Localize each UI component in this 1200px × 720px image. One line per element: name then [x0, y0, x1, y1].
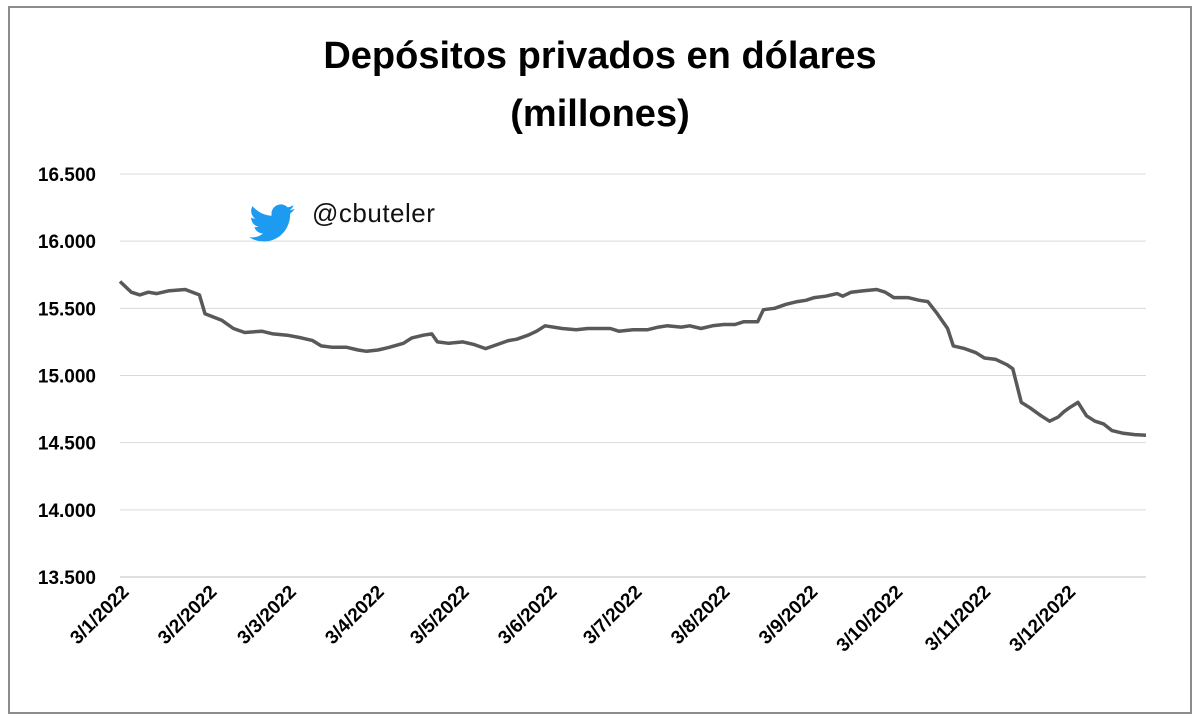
y-tick-label: 13.500: [38, 568, 96, 589]
chart-subtitle: (millones): [510, 93, 690, 135]
chart-title: Depósitos privados en dólares: [323, 35, 877, 77]
x-tick-label: 3/1/2022: [66, 582, 133, 649]
x-tick-label: 3/10/2022: [833, 582, 908, 657]
y-tick-label: 15.000: [38, 367, 96, 388]
series-line: [118, 280, 1147, 438]
y-tick-label: 14.500: [38, 434, 96, 455]
x-tick-label: 3/11/2022: [921, 582, 995, 656]
twitter-watermark: @cbuteler: [249, 198, 435, 242]
x-tick-label: 3/9/2022: [755, 582, 822, 649]
y-tick-label: 15.500: [38, 299, 96, 320]
y-tick-label: 14.000: [38, 501, 96, 522]
y-tick-label: 16.500: [38, 165, 96, 186]
x-tick-label: 3/6/2022: [494, 582, 561, 649]
gridlines: [120, 173, 1146, 578]
y-axis-ticks: 13.500 14.000 14.500 15.000 15.500 16.000 16.5…: [38, 165, 96, 589]
twitter-handle: @cbuteler: [312, 198, 435, 228]
x-axis-ticks: 3/1/2022 3/2/2022 3/3/2022 3/4/2022 3/5/2022…: [66, 582, 1080, 657]
x-tick-label: 3/5/2022: [406, 582, 473, 649]
x-tick-label: 3/7/2022: [579, 582, 646, 649]
x-tick-label: 3/2/2022: [154, 582, 221, 649]
series-layer: [118, 280, 1147, 438]
x-tick-label: 3/3/2022: [234, 582, 301, 649]
twitter-bird-icon: [249, 204, 295, 242]
x-tick-label: 3/8/2022: [667, 582, 734, 649]
x-tick-label: 3/12/2022: [1006, 582, 1081, 657]
x-tick-label: 3/4/2022: [321, 582, 388, 649]
y-tick-label: 16.000: [38, 232, 96, 253]
